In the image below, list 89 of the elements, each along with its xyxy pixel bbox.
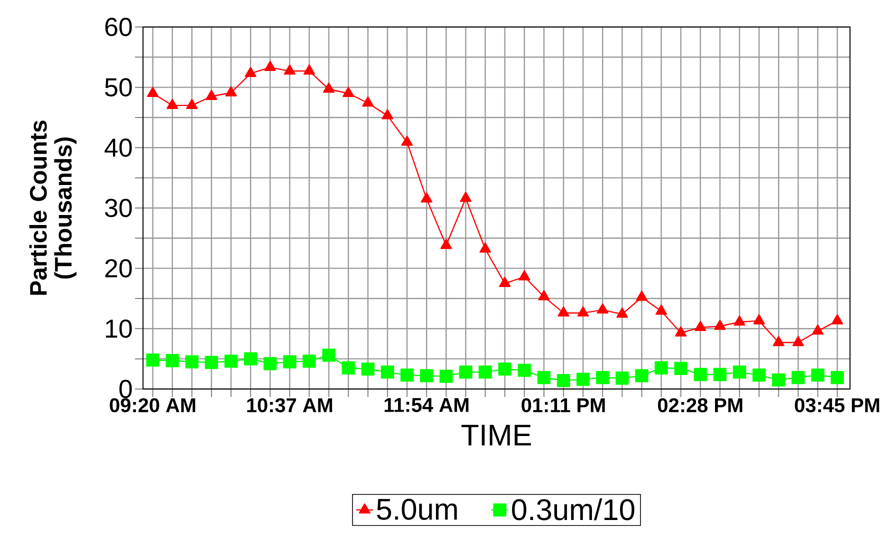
point xyxy=(185,355,198,368)
point xyxy=(811,368,824,382)
point xyxy=(225,86,237,96)
point xyxy=(732,366,746,379)
y-tick-label: 30 xyxy=(104,198,132,218)
point xyxy=(440,238,452,249)
point xyxy=(303,64,316,75)
point xyxy=(342,86,354,97)
point xyxy=(302,354,316,368)
legend-label: 0.3um/10 xyxy=(512,498,634,520)
point xyxy=(283,355,296,368)
point xyxy=(792,370,805,384)
point xyxy=(244,66,256,78)
point xyxy=(636,290,648,301)
x-tick-label: 09:20 AM xyxy=(110,398,196,412)
point xyxy=(244,352,258,366)
point xyxy=(186,98,198,110)
y-tick-label: 10 xyxy=(106,319,132,338)
point xyxy=(713,368,727,382)
point xyxy=(420,192,432,203)
point xyxy=(577,306,589,317)
point xyxy=(734,315,746,326)
point xyxy=(264,60,276,71)
point xyxy=(322,348,336,362)
y-tick-label: 40 xyxy=(104,138,132,157)
y-tick-label: 50 xyxy=(105,78,132,96)
point xyxy=(420,369,434,382)
point xyxy=(596,370,610,384)
point xyxy=(147,86,159,97)
point xyxy=(342,361,355,374)
point xyxy=(635,369,648,382)
point xyxy=(518,364,531,377)
point xyxy=(382,109,394,120)
point xyxy=(694,368,707,382)
point xyxy=(499,276,511,287)
point xyxy=(284,64,296,75)
point xyxy=(772,373,786,387)
point xyxy=(401,136,413,146)
legend-label: 5.0um xyxy=(376,498,457,520)
point xyxy=(772,336,784,346)
x-tick-label: 11:54 AM xyxy=(384,398,468,412)
point xyxy=(616,308,628,318)
x-axis-title: TIME xyxy=(461,424,531,446)
point xyxy=(459,366,472,379)
point xyxy=(537,370,551,384)
y-axis-title: Particle Counts (Thousands) xyxy=(29,120,76,295)
point xyxy=(440,370,453,383)
point xyxy=(362,96,374,107)
point xyxy=(400,368,414,382)
point xyxy=(753,314,765,324)
point xyxy=(596,303,608,314)
x-tick-label: 02:28 PM xyxy=(658,398,742,412)
point xyxy=(460,192,472,202)
point xyxy=(694,320,706,332)
x-tick-label: 10:37 AM xyxy=(247,398,332,412)
point xyxy=(380,366,394,379)
point xyxy=(146,353,160,367)
x-tick-label: 03:45 PM xyxy=(794,398,880,412)
point xyxy=(674,362,688,376)
point xyxy=(832,314,844,324)
point xyxy=(538,290,550,300)
point xyxy=(556,374,570,388)
point xyxy=(478,366,492,379)
point xyxy=(812,324,824,335)
x-tick-label: 01:11 PM xyxy=(522,398,605,412)
point xyxy=(830,370,844,384)
point xyxy=(656,304,668,315)
point xyxy=(752,368,766,382)
point xyxy=(166,354,179,368)
y-tick-label: 20 xyxy=(105,259,132,278)
y-tick-label: 60 xyxy=(105,18,132,36)
point xyxy=(264,357,277,370)
point xyxy=(166,98,178,110)
point xyxy=(224,354,238,368)
point xyxy=(498,362,512,376)
point xyxy=(792,336,804,346)
point xyxy=(558,306,570,317)
point xyxy=(323,82,335,93)
point xyxy=(616,372,629,385)
point xyxy=(518,270,530,280)
point xyxy=(479,242,492,253)
point xyxy=(675,326,687,336)
point xyxy=(204,356,218,370)
point xyxy=(361,362,374,376)
point xyxy=(654,361,668,374)
point xyxy=(576,372,590,386)
point xyxy=(714,320,726,330)
point xyxy=(206,90,218,100)
y-tick-label: 0 xyxy=(119,380,132,398)
